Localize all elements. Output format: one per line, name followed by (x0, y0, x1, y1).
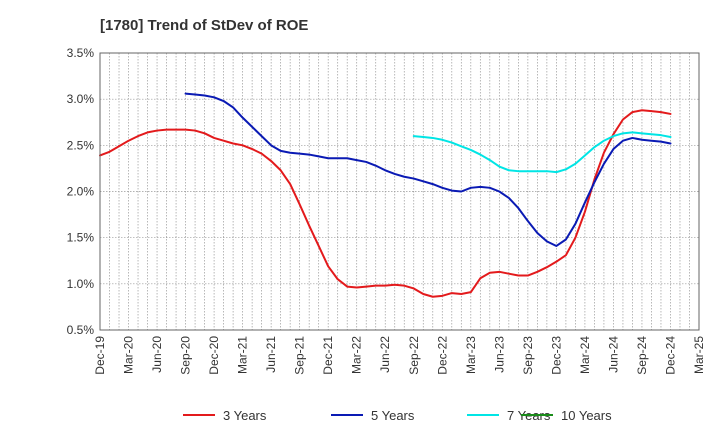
y-tick-label: 3.0% (67, 92, 95, 106)
legend-label-4: 10 Years (561, 408, 612, 423)
x-tick-label: Jun-23 (492, 336, 506, 373)
x-tick-label: Jun-20 (150, 336, 164, 373)
x-tick-label: Mar-20 (122, 336, 136, 374)
x-tick-label: Dec-21 (321, 336, 335, 375)
series-line-1 (99, 109, 672, 298)
y-tick-label: 2.0% (67, 185, 95, 199)
series-layer (99, 92, 672, 298)
x-tick-label: Jun-21 (264, 336, 278, 373)
x-tick-label: Dec-20 (207, 336, 221, 375)
y-tick-label: 2.5% (67, 138, 95, 152)
x-tick-label: Dec-22 (435, 336, 449, 375)
chart-title: [1780] Trend of StDev of ROE (100, 17, 308, 34)
y-tick-label: 1.5% (67, 231, 95, 245)
x-tick-label: Sep-21 (293, 336, 307, 375)
x-tick-label: Sep-22 (407, 336, 421, 375)
series-line-3 (412, 131, 672, 174)
x-tick-label: Dec-19 (93, 336, 107, 375)
x-tick-label: Dec-23 (549, 336, 563, 375)
legend-label-2: 5 Years (371, 408, 415, 423)
y-axis-ticks: 0.5% 1.0% 1.5% 2.0% 2.5% 3.0% 3.5% (67, 46, 95, 337)
y-tick-label: 3.5% (67, 46, 95, 60)
x-tick-label: Mar-23 (464, 336, 478, 374)
y-tick-label: 1.0% (67, 277, 95, 291)
plot-frame (99, 52, 700, 331)
x-axis-ticks: Dec-19 Mar-20 Jun-20 Sep-20 Dec-20 Mar-21 Jun-… (93, 336, 706, 375)
x-tick-label: Mar-22 (350, 336, 364, 374)
x-tick-label: Jun-22 (378, 336, 392, 373)
x-tick-label: Sep-24 (635, 336, 649, 375)
x-tick-label: Sep-23 (521, 336, 535, 375)
x-tick-label: Mar-21 (236, 336, 250, 374)
series-line-2 (184, 92, 672, 247)
x-tick-label: Dec-24 (663, 336, 677, 375)
x-tick-label: Mar-25 (692, 336, 706, 374)
y-tick-label: 0.5% (67, 323, 95, 337)
legend: 3 Years 5 Years 7 Years 10 Years (183, 408, 612, 423)
x-tick-label: Mar-24 (578, 336, 592, 374)
x-tick-label: Sep-20 (179, 336, 193, 375)
x-tick-label: Jun-24 (606, 336, 620, 373)
legend-label-1: 3 Years (223, 408, 267, 423)
